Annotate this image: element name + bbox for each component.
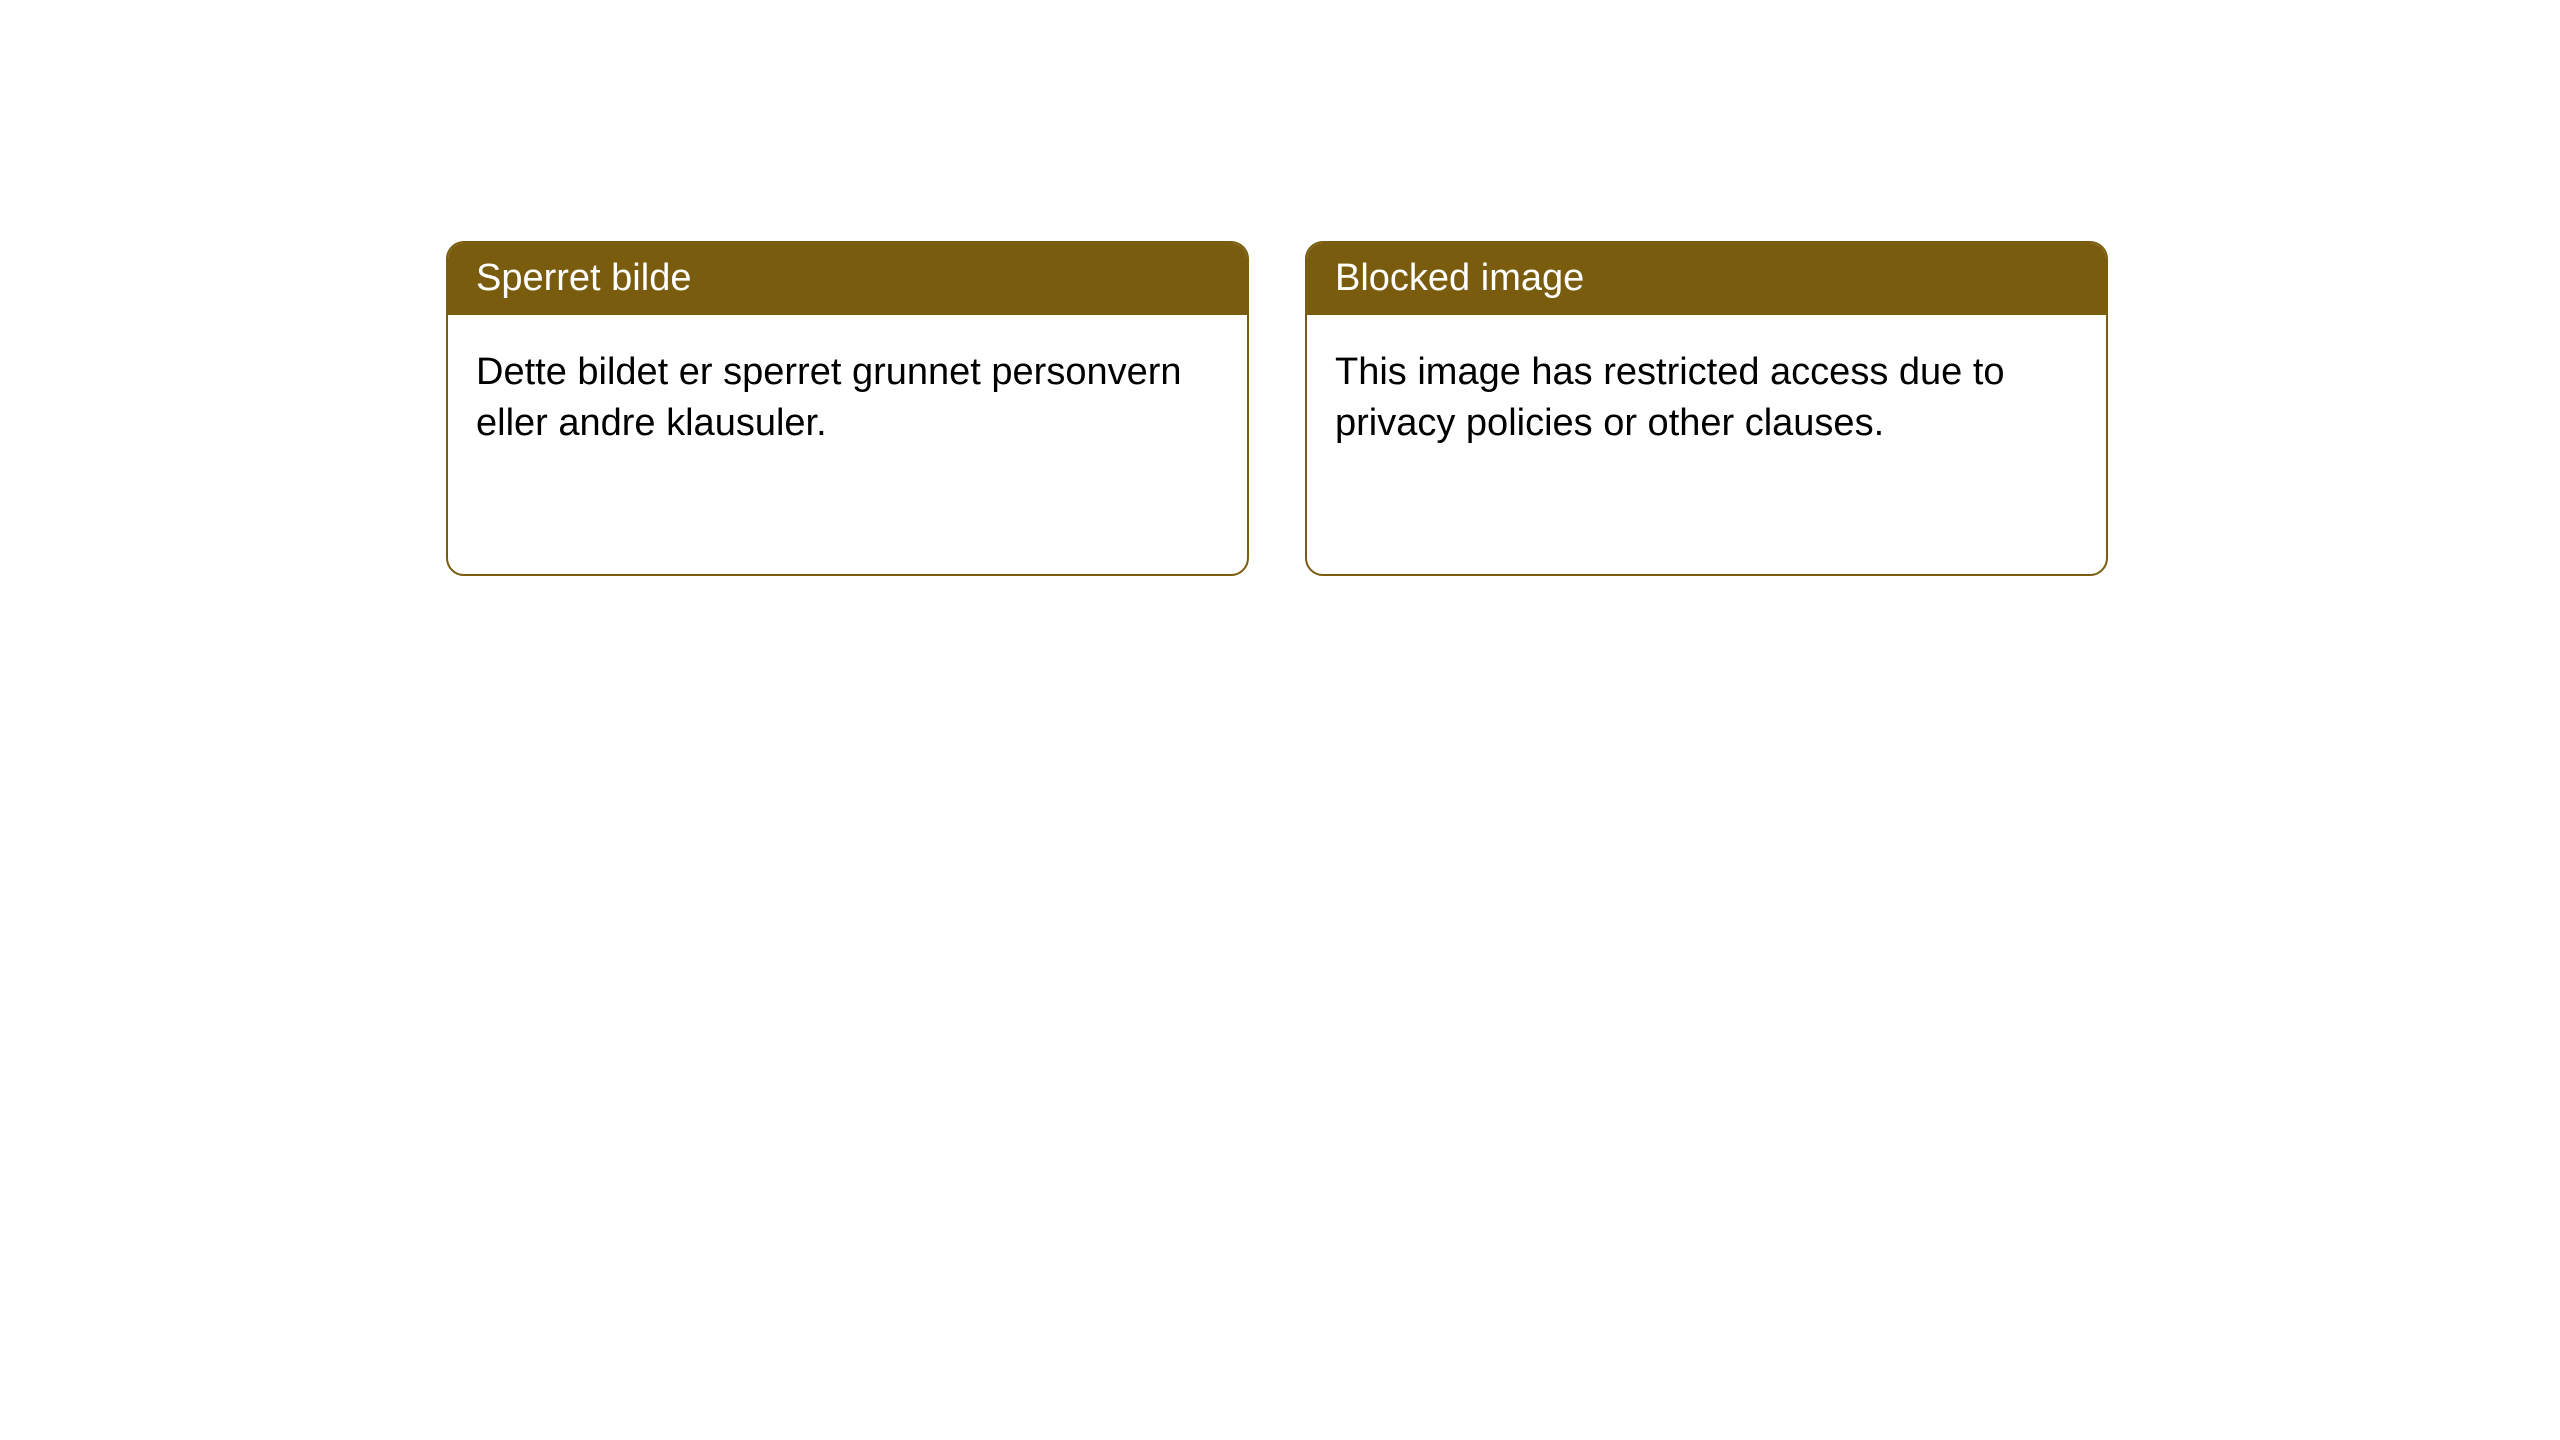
notice-body-norwegian: Dette bildet er sperret grunnet personve… xyxy=(448,315,1247,482)
notice-title-english: Blocked image xyxy=(1307,243,2106,315)
notice-container: Sperret bilde Dette bildet er sperret gr… xyxy=(0,0,2560,576)
notice-card-english: Blocked image This image has restricted … xyxy=(1305,241,2108,576)
notice-body-english: This image has restricted access due to … xyxy=(1307,315,2106,482)
notice-title-norwegian: Sperret bilde xyxy=(448,243,1247,315)
notice-card-norwegian: Sperret bilde Dette bildet er sperret gr… xyxy=(446,241,1249,576)
